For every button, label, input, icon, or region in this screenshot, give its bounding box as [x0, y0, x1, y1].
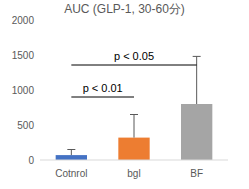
annotation: p < 0.05 — [114, 50, 154, 62]
error-bar — [130, 115, 138, 138]
bar — [118, 138, 149, 160]
error-bar — [193, 56, 201, 104]
chart: AUC (GLP-1, 30-60分) 0 500 1000 1500 2000 Cotnr… — [0, 0, 249, 189]
y-tick-label: 0 — [28, 155, 34, 166]
x-tick-label: BF — [190, 168, 203, 179]
x-tick-label: Cotnrol — [55, 168, 87, 179]
error-stem — [196, 56, 197, 104]
annotation: p < 0.01 — [83, 82, 123, 94]
error-bar — [67, 150, 75, 156]
bracket — [71, 97, 134, 98]
y-tick-label: 1500 — [12, 50, 35, 61]
x-axis — [40, 160, 228, 161]
error-cap — [193, 56, 201, 57]
y-tick-label: 2000 — [12, 15, 35, 26]
y-tick-label: 500 — [17, 120, 34, 131]
x-tick-label: bgl — [127, 168, 140, 179]
title: AUC (GLP-1, 30-60分) — [64, 2, 185, 16]
error-cap — [130, 114, 138, 115]
y-tick-label: 1000 — [12, 85, 35, 96]
bar — [181, 104, 212, 160]
bracket — [71, 65, 196, 66]
error-stem — [71, 150, 72, 156]
error-cap — [67, 149, 75, 150]
bars — [56, 56, 213, 160]
error-stem — [134, 115, 135, 138]
bar — [56, 155, 87, 160]
